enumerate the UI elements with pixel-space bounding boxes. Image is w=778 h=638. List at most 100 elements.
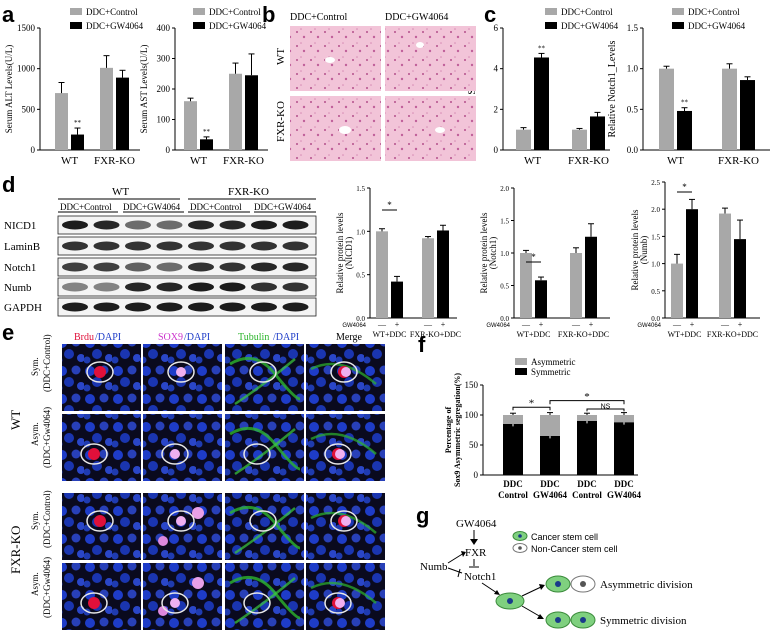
- x-category-label: DDC: [577, 479, 597, 489]
- bar-control: [422, 238, 434, 318]
- x-category-label: Control: [498, 490, 528, 500]
- x-category-label: GW4064: [607, 490, 642, 500]
- sig-star: *: [529, 398, 535, 410]
- y-tick-label: 1.5: [651, 233, 660, 241]
- y-tick-label: 0.0: [500, 315, 509, 323]
- bar-asymmetric: [503, 415, 523, 424]
- gw4064-row-label: GW4064: [342, 323, 366, 329]
- blot-band: [282, 241, 309, 251]
- sox9-signal: [341, 516, 351, 526]
- blot-band: [282, 220, 309, 230]
- y-tick-label: 300: [157, 54, 171, 64]
- legend-c1: DDC+Control DDC+GW4064: [545, 7, 619, 31]
- blot-band: [62, 241, 88, 251]
- tubulin-signal: [310, 581, 377, 604]
- blot-band: [93, 241, 120, 251]
- chart-serum-alt: 0 500 1000 1500 Serum ALT Levels(U/L) WT FXR-K…: [4, 23, 140, 167]
- tubulin-signal: [234, 577, 296, 625]
- bar-gw4064: [245, 75, 258, 150]
- x-category-label: FXR-KO+DDC: [410, 330, 461, 339]
- bar-control: [671, 263, 683, 318]
- gw4064-sign: —: [423, 320, 433, 329]
- y-tick-label: 50: [469, 440, 479, 450]
- x-category-label: FXR-KO: [94, 155, 135, 167]
- y-axis-label-2: (Notch1): [488, 237, 498, 270]
- x-category-label: DDC: [614, 479, 634, 489]
- blot-row-label: NICD1: [4, 220, 36, 232]
- blot-band: [93, 220, 120, 230]
- bar-symmetric: [503, 424, 523, 475]
- chart-serum-ast: 0 100 200 300 400 Serum AST Levels(U/L) WT FXR-…: [139, 23, 268, 167]
- brdu-signal: [94, 515, 106, 527]
- tubulin-signal: [310, 511, 377, 534]
- y-axis-label-2: (NICD1): [344, 237, 354, 270]
- blot-group-ko: FXR-KO: [228, 186, 269, 198]
- blot-band: [156, 220, 183, 230]
- y-tick-label: 100: [465, 410, 479, 420]
- blot-band: [188, 302, 214, 312]
- blot-band: [219, 220, 246, 230]
- gw4064-sign: +: [690, 320, 695, 329]
- brdu-signal: [94, 366, 106, 378]
- y-tick-label: 0.5: [356, 272, 365, 280]
- y-tick-label: 1.0: [627, 64, 639, 74]
- bar-control: [722, 68, 737, 150]
- svg-text:Asym.: Asym.: [30, 572, 40, 596]
- g-asymmetric-division: Asymmetric division: [600, 579, 693, 591]
- y-tick-label: 6: [494, 23, 499, 33]
- svg-text:Asymmetric: Asymmetric: [531, 357, 576, 367]
- blot-band: [188, 220, 214, 230]
- gw4064-sign: —: [672, 320, 682, 329]
- svg-text:/DAPI: /DAPI: [95, 332, 121, 343]
- y-axis-label: Relative Notch1_Levels: [607, 40, 618, 137]
- blot-band: [125, 220, 151, 230]
- svg-text:DDC+Control: DDC+Control: [60, 202, 112, 212]
- svg-text:(DDC+Gw4064): (DDC+Gw4064): [42, 557, 52, 618]
- sig-bracket: [586, 408, 625, 412]
- blot-group-wt: WT: [112, 186, 129, 198]
- e-group-fxr: FXR-KO: [8, 526, 23, 574]
- gw4064-sign: +: [738, 320, 743, 329]
- blot-band: [219, 302, 246, 312]
- x-category-label: DDC: [503, 479, 523, 489]
- blot-band: [156, 302, 183, 312]
- cell-highlight-circle: [324, 443, 352, 465]
- blot-band: [282, 282, 309, 292]
- sig-star: *: [531, 252, 536, 262]
- blot-band: [251, 302, 277, 312]
- blot-strip: [57, 257, 317, 277]
- panel-label-e: e: [2, 320, 14, 345]
- svg-text:SOX9: SOX9: [158, 332, 183, 343]
- bar-gw4064: [71, 134, 84, 150]
- g-gw4064: GW4064: [456, 518, 497, 530]
- svg-text:DDC+Control: DDC+Control: [688, 7, 740, 17]
- bar-control: [719, 213, 731, 318]
- gw4064-sign: +: [395, 320, 400, 329]
- svg-text:DDC+GW4064: DDC+GW4064: [123, 202, 181, 212]
- cell-highlight-circle: [243, 592, 271, 614]
- x-category-label: FXR-KO+DDC: [707, 330, 758, 339]
- bar-gw4064: [585, 236, 597, 318]
- sig-ast: **: [203, 128, 211, 136]
- panel-b-histology: DDC+Control DDC+GW4064 WT FXR-KO: [275, 12, 476, 161]
- cell-highlight-circle: [86, 361, 114, 383]
- x-category-label: WT: [190, 155, 207, 167]
- sig-ns: NS: [601, 403, 611, 410]
- blot-band: [62, 302, 88, 312]
- sig-star: *: [387, 200, 392, 210]
- bar-control: [572, 129, 587, 150]
- bar-control: [100, 67, 113, 150]
- panel-e-immunofluorescence: Brdu/DAPI SOX9/DAPI Tubulin/DAPI Merge W…: [8, 332, 385, 630]
- bar-gw4064: [200, 139, 213, 150]
- y-tick-label: 1.5: [356, 185, 365, 193]
- blot-band: [125, 241, 151, 251]
- gw4064-row-label: GW4064: [486, 323, 510, 329]
- tubulin-signal: [310, 432, 377, 455]
- svg-text:DDC+Control: DDC+Control: [209, 7, 261, 17]
- blot-band: [93, 262, 120, 272]
- svg-text:/DAPI: /DAPI: [273, 332, 299, 343]
- bar-gw4064: [437, 230, 449, 318]
- bar-control: [659, 68, 674, 150]
